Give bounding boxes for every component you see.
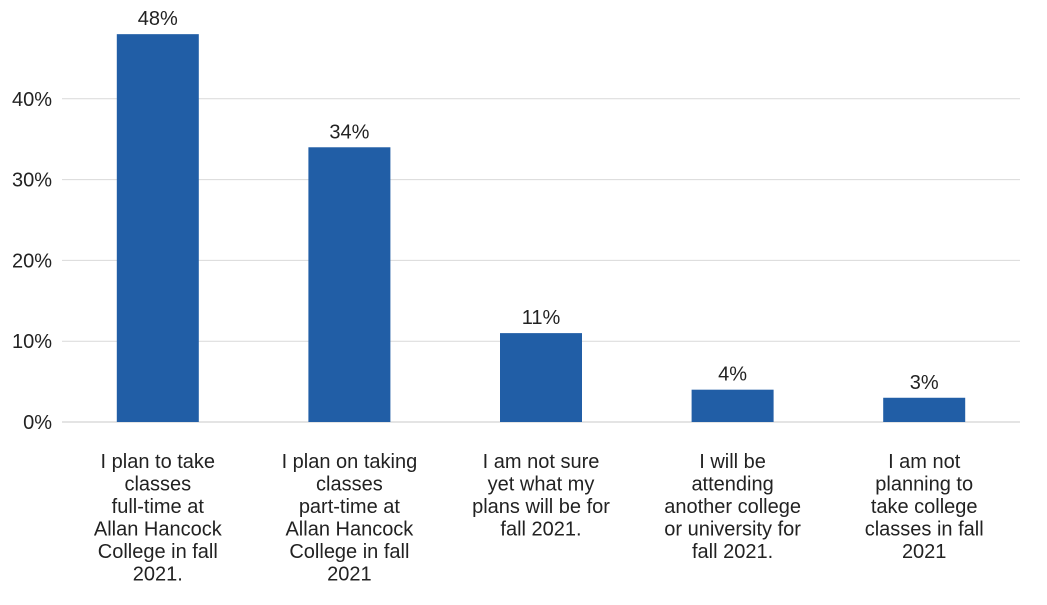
category-label-line: 2021.: [133, 564, 183, 586]
category-label-line: I plan on taking: [282, 451, 418, 473]
data-label: 4%: [718, 364, 747, 386]
category-label-line: Allan Hancock: [94, 519, 223, 541]
category-label-line: 2021: [327, 564, 372, 586]
category-label-line: I am not: [888, 451, 961, 473]
bar: [883, 397, 966, 422]
y-tick-label: 0%: [23, 412, 52, 434]
category-label: I will be attending another college or univ…: [664, 451, 801, 563]
category-label-line: plans will be for: [472, 496, 610, 518]
category-label-line: I am not sure: [483, 451, 600, 473]
category-label-line: fall 2021.: [500, 519, 581, 541]
category-label-line: I will be: [699, 451, 766, 473]
data-label: 3%: [910, 372, 939, 394]
category-label-line: yet what my: [488, 474, 595, 496]
category-label-line: another college: [664, 496, 801, 518]
category-label-line: classes: [124, 474, 191, 496]
data-label: 48%: [138, 8, 178, 30]
category-label-line: or university for: [664, 519, 801, 541]
category-labels: I plan to take classes full-time at Allan H…: [94, 451, 984, 586]
category-label-line: planning to: [875, 474, 973, 496]
bar: [691, 389, 774, 422]
category-label-line: take college: [871, 496, 978, 518]
category-label-line: classes in fall: [865, 519, 984, 541]
y-tick-label: 30%: [12, 170, 52, 192]
category-label-line: fall 2021.: [692, 541, 773, 563]
y-tick-label: 10%: [12, 331, 52, 353]
category-label: I am not planning to take college classes i…: [865, 451, 984, 563]
data-label: 34%: [329, 121, 369, 143]
y-tick-label: 40%: [12, 89, 52, 111]
bars: [116, 34, 966, 422]
category-label-line: College in fall: [289, 541, 409, 563]
category-label: I plan on taking classes part-time at Allan…: [282, 451, 418, 586]
bar: [308, 147, 391, 422]
data-label: 11%: [522, 307, 561, 329]
gridlines: [62, 98, 1020, 423]
category-label-line: full-time at: [112, 496, 205, 518]
y-axis-tick-labels: 0% 10% 20% 30% 40%: [12, 89, 52, 434]
category-label-line: 2021: [902, 541, 947, 563]
category-label-line: Allan Hancock: [285, 519, 414, 541]
category-label-line: part-time at: [299, 496, 401, 518]
category-label: I am not sure yet what my plans will be fo…: [472, 451, 610, 541]
bar: [500, 333, 582, 422]
category-label-line: I plan to take: [101, 451, 216, 473]
category-label: I plan to take classes full-time at Allan H…: [94, 451, 223, 586]
bar: [116, 34, 199, 422]
category-label-line: attending: [691, 474, 773, 496]
y-tick-label: 20%: [12, 250, 52, 272]
category-label-line: College in fall: [98, 541, 218, 563]
data-labels: 48% 34% 11% 4% 3%: [138, 8, 939, 394]
category-label-line: classes: [316, 474, 383, 496]
